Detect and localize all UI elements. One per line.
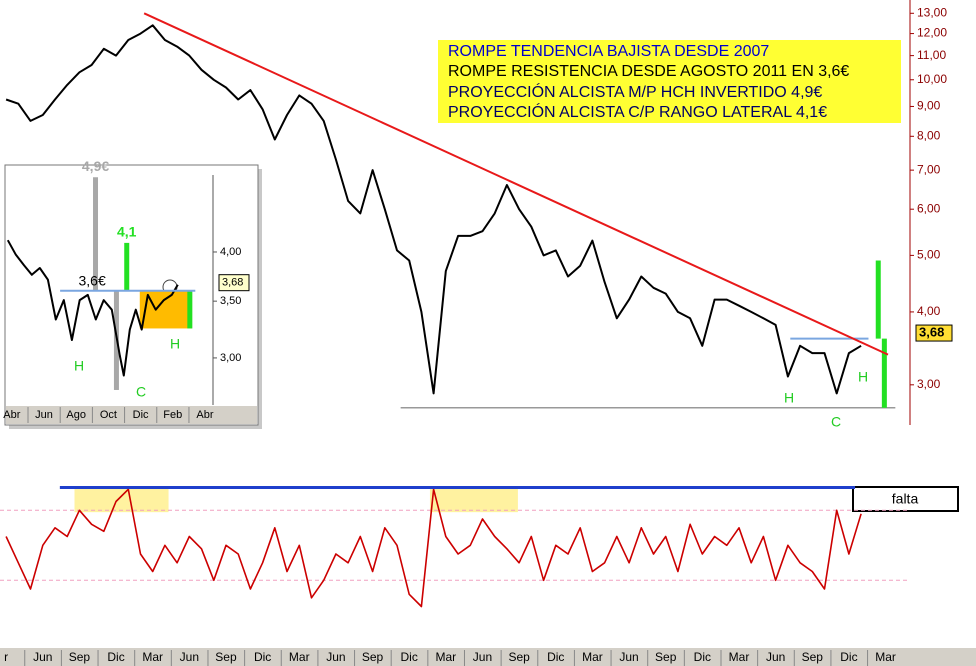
x-tick-label: Sep <box>802 650 824 664</box>
x-tick-label: Sep <box>362 650 384 664</box>
last-price-box <box>218 274 250 292</box>
text-box-line: ROMPE RESISTENCIA DESDE AGOSTO 2011 EN 3… <box>448 63 849 80</box>
y-tick-label: 3,00 <box>917 377 941 391</box>
projection-bar <box>124 242 130 291</box>
x-tick-label: Jun <box>473 650 492 664</box>
x-tick-label: Jun <box>619 650 638 664</box>
projection-bar <box>881 338 887 408</box>
x-tick-label: Jun <box>33 650 52 664</box>
x-tick-label: Dic <box>254 650 271 664</box>
x-tick-label: Mar <box>142 650 163 664</box>
x-tick-label: Jun <box>35 409 53 421</box>
projection-label: 4,1 <box>117 224 137 240</box>
projection-bar <box>93 177 99 291</box>
pattern-label: C <box>136 384 146 400</box>
text-box-line: ROMPE TENDENCIA BAJISTA DESDE 2007 <box>448 43 769 60</box>
y-tick-label: 8,00 <box>917 128 941 142</box>
x-tick-label: Dic <box>401 650 418 664</box>
x-tick-label: Dic <box>133 409 149 421</box>
pattern-label: H <box>858 369 868 385</box>
y-tick-label: 9,00 <box>917 99 941 113</box>
y-tick-label: 11,00 <box>917 48 946 62</box>
inset-x-axis <box>6 406 257 424</box>
x-tick-label: Jun <box>326 650 345 664</box>
y-tick-label: 3,00 <box>220 352 241 364</box>
text-box-line: PROYECCIÓN ALCISTA C/P RANGO LATERAL 4,1… <box>448 102 827 121</box>
text-box-line: PROYECCIÓN ALCISTA M/P HCH INVERTIDO 4,9… <box>448 82 822 101</box>
x-tick-label: Abr <box>196 409 213 421</box>
x-tick-label: Oct <box>100 409 117 421</box>
inset-frame <box>4 164 259 426</box>
inset-chart: H C H 3,00 3,50 4,00 Abr Jun Ago Oct Dic Feb Abr 4… <box>3 158 262 429</box>
y-tick-label: 3,50 <box>220 295 241 307</box>
x-tick-label: Sep <box>69 650 91 664</box>
x-tick-label: Sep <box>508 650 530 664</box>
last-price-label: 3,68 <box>919 324 944 339</box>
x-tick-label: Dic <box>547 650 564 664</box>
last-price-label: 3,68 <box>222 277 243 289</box>
last-price-box <box>915 324 953 342</box>
y-tick-label: 4,00 <box>220 246 241 258</box>
x-tick-label: Feb <box>163 409 182 421</box>
y-tick-label: 13,00 <box>917 5 947 19</box>
price-line <box>5 24 862 395</box>
x-tick-label: Dic <box>840 650 857 664</box>
x-tick-label: Mar <box>436 650 457 664</box>
projection-bar <box>187 290 193 329</box>
pattern-label: H <box>74 358 84 374</box>
x-tick-label: Abr <box>3 409 20 421</box>
text-box <box>438 40 901 123</box>
note-box <box>852 486 959 512</box>
x-tick-label: Sep <box>655 650 677 664</box>
highlight <box>429 488 518 513</box>
projection-label: 4,9€ <box>82 158 109 174</box>
x-tick-label: Sep <box>215 650 237 664</box>
price-line <box>6 239 179 377</box>
highlight <box>74 488 169 513</box>
trend-line <box>143 12 889 356</box>
price-line <box>5 488 862 608</box>
x-tick-label: Mar <box>875 650 896 664</box>
y-tick-label: 10,00 <box>917 72 947 86</box>
x-tick-label: Mar <box>729 650 750 664</box>
x-tick-label: Mar <box>289 650 310 664</box>
x-tick-label: Jun <box>180 650 199 664</box>
pattern-label: H <box>170 336 180 352</box>
x-tick-label: Ago <box>66 409 86 421</box>
y-tick-label: 6,00 <box>917 201 941 215</box>
projection-bar <box>875 260 881 339</box>
y-tick-label: 4,00 <box>917 304 941 318</box>
y-tick-label: 7,00 <box>917 162 941 176</box>
pattern-label: C <box>831 414 841 430</box>
x-tick-label: Jun <box>766 650 785 664</box>
x-tick-label: r <box>4 650 8 664</box>
y-tick-label: 5,00 <box>917 248 941 262</box>
price-chart: ROMPE TENDENCIA BAJISTA DESDE 2007 ROMPE… <box>5 0 953 430</box>
x-tick-label: Dic <box>107 650 124 664</box>
pattern-label: H <box>784 390 794 406</box>
x-tick-label: Mar <box>582 650 603 664</box>
x-tick-label: Dic <box>694 650 711 664</box>
x-axis-strip <box>0 648 976 666</box>
resistance-line-label: 3,6€ <box>78 272 105 288</box>
oscillator-chart: falta r Jun Sep Dic Mar Jun Sep Dic Mar Jun Sep Dic… <box>0 486 976 666</box>
y-tick-label: 12,00 <box>917 26 947 40</box>
note: falta <box>892 491 919 507</box>
